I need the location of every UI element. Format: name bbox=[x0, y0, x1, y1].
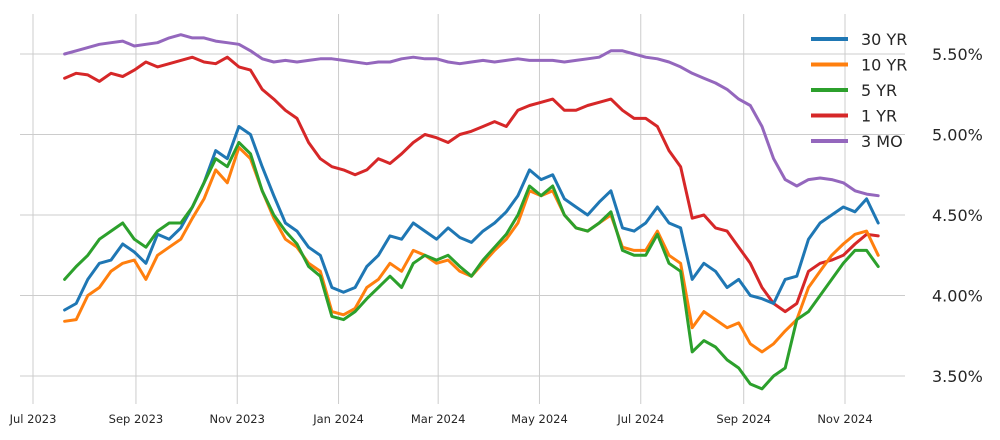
legend-item: 3 MO bbox=[811, 132, 903, 151]
legend-label: 1 YR bbox=[861, 107, 897, 126]
x-tick-label: Jul 2023 bbox=[9, 412, 57, 426]
legend-item: 30 YR bbox=[811, 30, 907, 49]
x-tick-label: Jan 2024 bbox=[312, 412, 364, 426]
y-tick-label: 5.50% bbox=[932, 45, 983, 64]
x-tick-label: Nov 2024 bbox=[817, 412, 872, 426]
x-tick-label: May 2024 bbox=[511, 412, 568, 426]
y-axis-ticks: 5.50% 5.00% 4.50% 4.00% 3.50% bbox=[932, 45, 983, 386]
series-line-1-yr bbox=[63, 55, 880, 314]
x-axis-ticks: Jul 2023 Sep 2023 Nov 2023 Jan 2024 Mar 2024… bbox=[9, 412, 873, 426]
x-tick-label: Jul 2024 bbox=[616, 412, 664, 426]
legend-item: 5 YR bbox=[811, 81, 897, 100]
x-tick-label: Sep 2024 bbox=[716, 412, 771, 426]
legend-item: 1 YR bbox=[811, 107, 897, 126]
y-tick-label: 5.00% bbox=[932, 126, 983, 145]
x-tick-label: Nov 2023 bbox=[210, 412, 265, 426]
series-line-3-mo bbox=[63, 33, 880, 198]
legend-label: 10 YR bbox=[861, 56, 907, 75]
legend-item: 10 YR bbox=[811, 56, 907, 75]
x-tick-label: Sep 2023 bbox=[109, 412, 164, 426]
legend-label: 3 MO bbox=[861, 132, 903, 151]
series-line-10-yr bbox=[63, 145, 880, 354]
y-tick-label: 4.50% bbox=[932, 206, 983, 225]
legend-label: 5 YR bbox=[861, 81, 897, 100]
legend: 30 YR 10 YR 5 YR 1 YR 3 MO bbox=[811, 30, 907, 151]
series-line-30-yr bbox=[63, 125, 880, 312]
y-tick-label: 3.50% bbox=[932, 367, 983, 386]
series-lines bbox=[63, 33, 880, 391]
legend-label: 30 YR bbox=[861, 30, 907, 49]
gridlines bbox=[20, 14, 905, 404]
y-tick-label: 4.00% bbox=[932, 287, 983, 306]
x-tick-label: Mar 2024 bbox=[411, 412, 466, 426]
series-line-5-yr bbox=[63, 141, 880, 391]
